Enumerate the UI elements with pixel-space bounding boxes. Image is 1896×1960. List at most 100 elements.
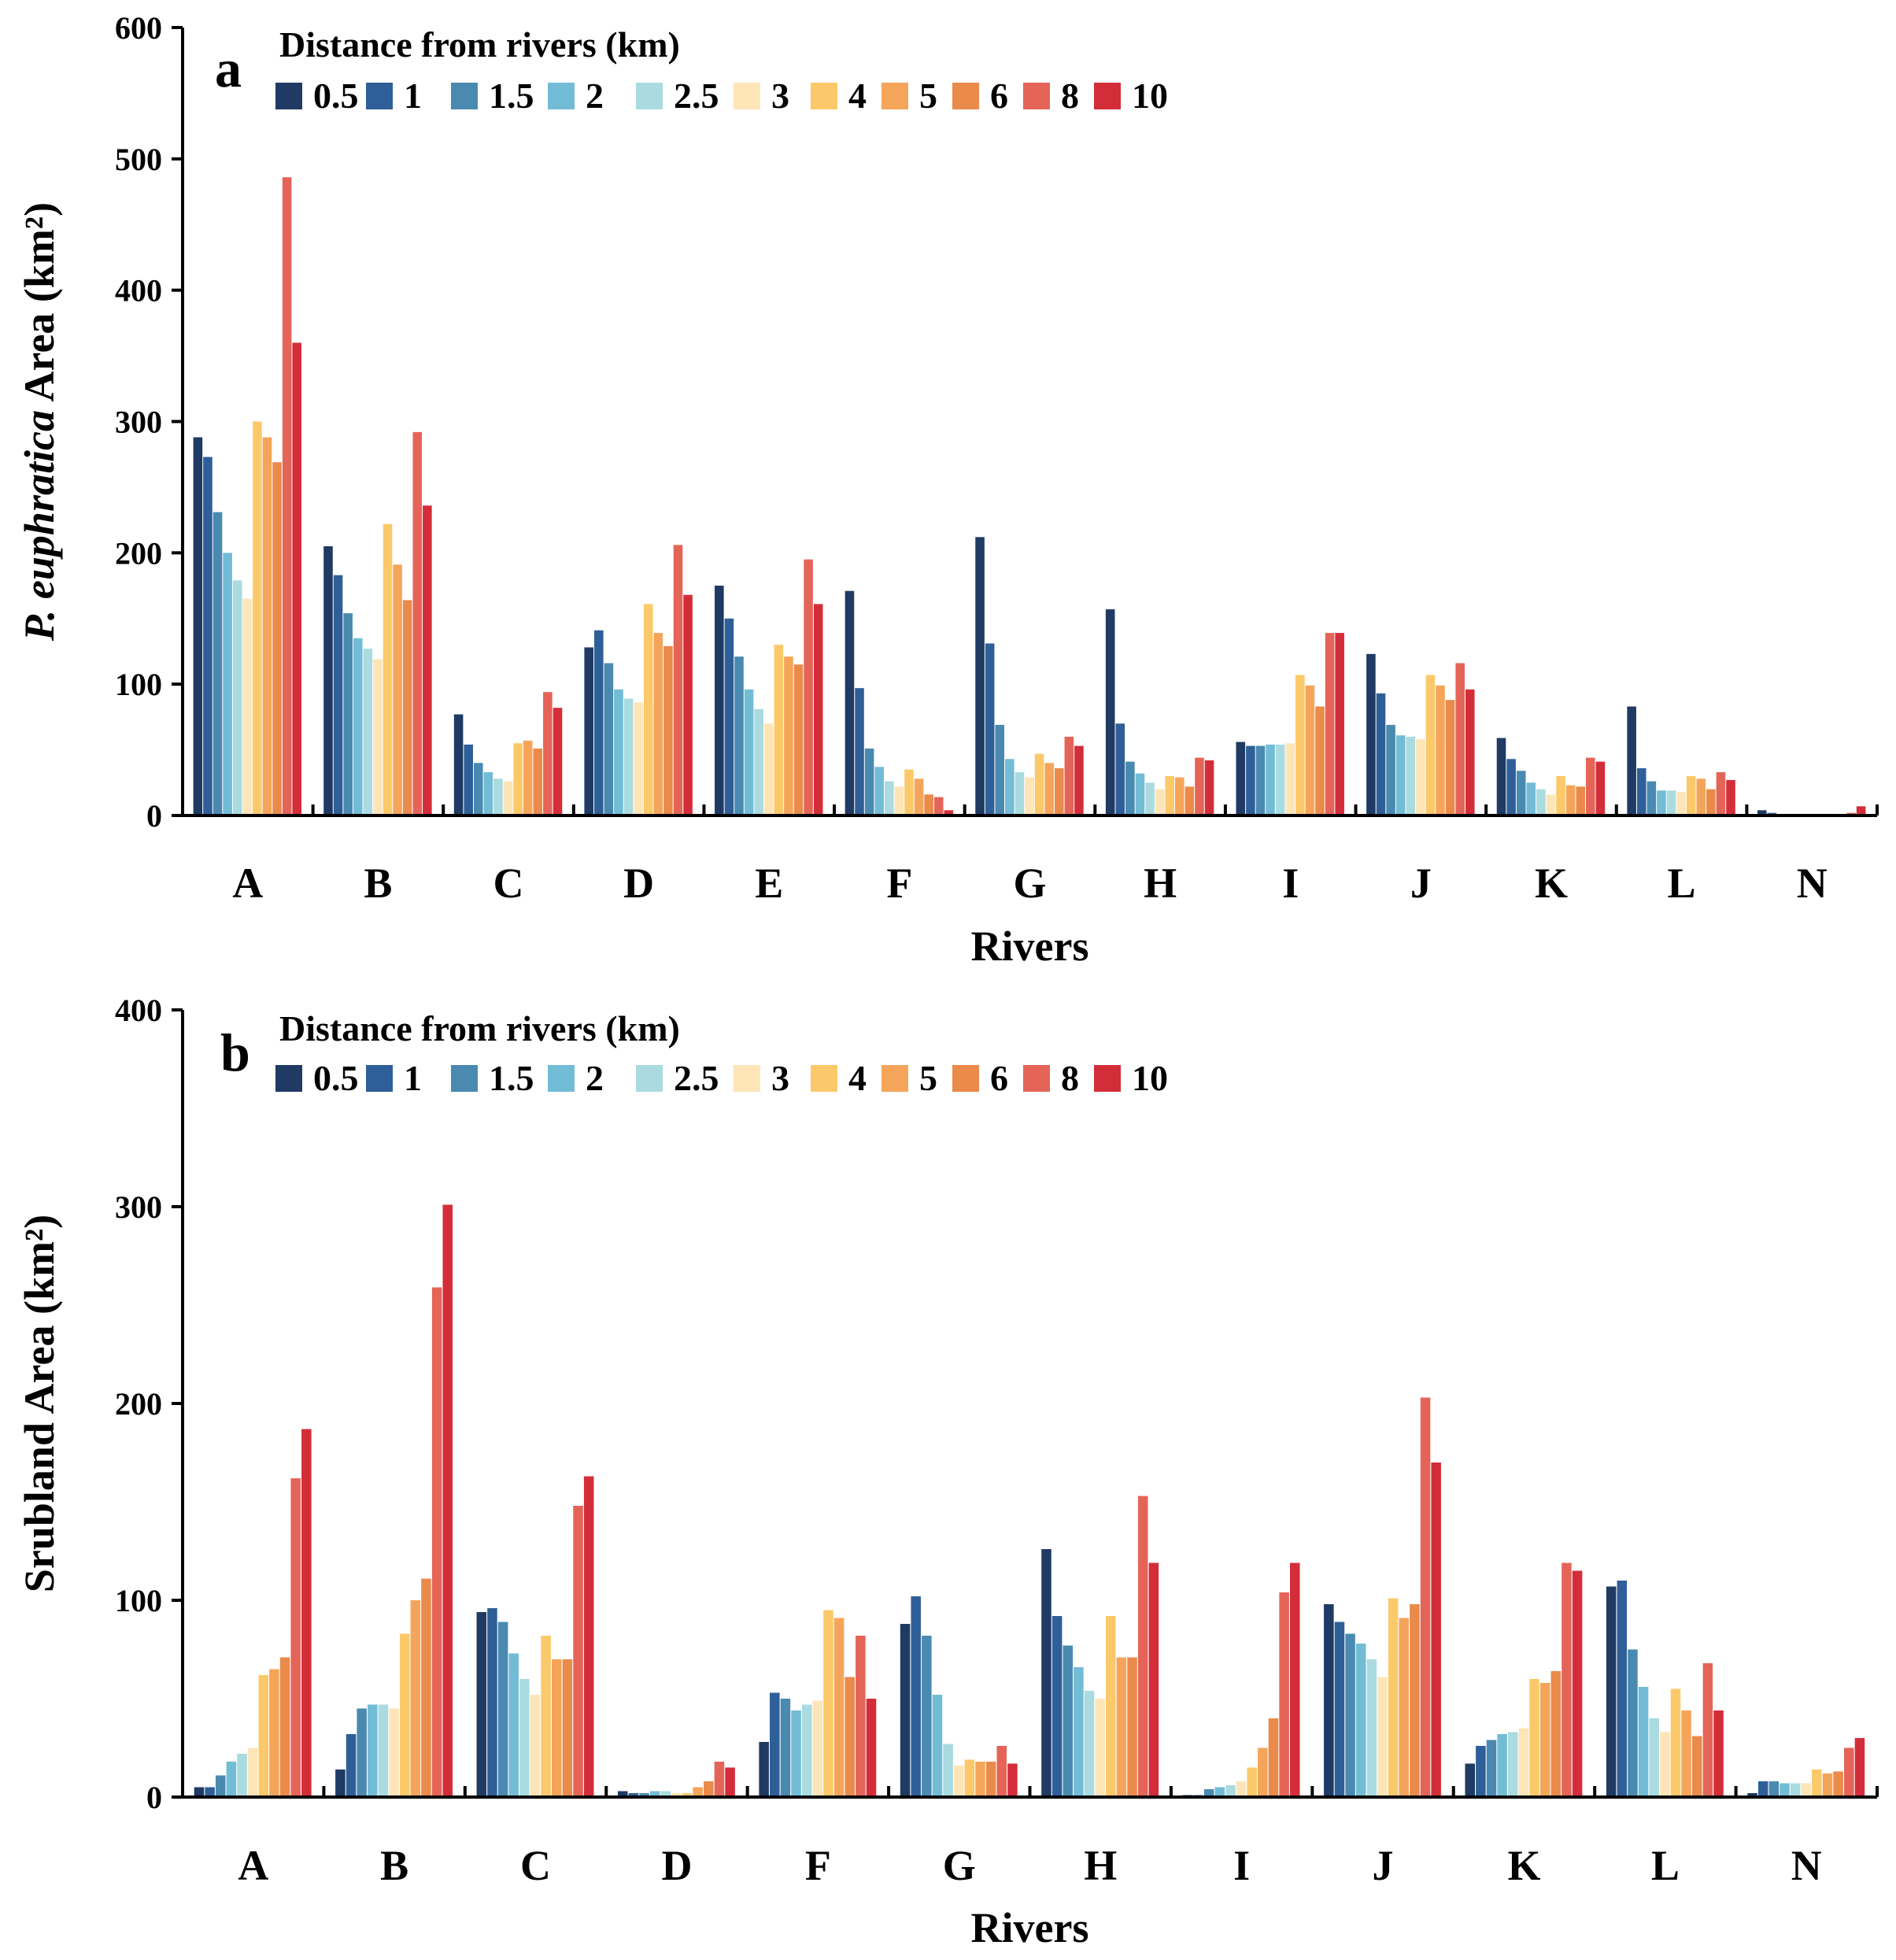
bar-a-C-5 xyxy=(523,740,533,815)
bar-b-B-0.5 xyxy=(335,1770,346,1797)
bar-a-E-3 xyxy=(763,723,774,815)
chart-panel-b: 0 100 200 300 400 A B C D F G H I J K L N Rivers Srubland … xyxy=(16,993,1879,1951)
bar-a-L-2 xyxy=(1657,790,1666,815)
bar-a-E-2 xyxy=(744,689,754,815)
bar-b-C-6 xyxy=(562,1659,573,1797)
bar-b-A-4 xyxy=(258,1675,269,1797)
bar-b-F-4 xyxy=(823,1610,833,1797)
bar-a-D-0.5 xyxy=(584,647,594,815)
bar-a-B-0.5 xyxy=(323,545,333,815)
bar-a-B-4 xyxy=(383,523,393,815)
bar-b-J-1.5 xyxy=(1345,1633,1355,1797)
panel-label: a xyxy=(215,39,242,98)
bar-a-L-8 xyxy=(1716,771,1726,815)
legend-label-3: 3 xyxy=(771,76,789,116)
bar-b-F-2 xyxy=(791,1710,801,1797)
bar-b-L-5 xyxy=(1681,1710,1691,1797)
bar-b-I-2 xyxy=(1214,1787,1225,1797)
bar-a-I-2.5 xyxy=(1275,744,1285,815)
bar-b-D-4 xyxy=(682,1793,693,1797)
bar-b-D-1.5 xyxy=(639,1793,649,1797)
x-tick-label-C: C xyxy=(493,860,524,907)
legend-swatch-1 xyxy=(366,83,393,109)
bar-a-F-5 xyxy=(914,778,924,815)
bar-b-N-2 xyxy=(1780,1783,1790,1797)
bar-a-E-4 xyxy=(774,645,784,815)
bar-b-B-5 xyxy=(410,1600,421,1797)
bar-b-F-5 xyxy=(833,1618,845,1797)
bar-b-I-5 xyxy=(1258,1747,1268,1797)
bar-a-L-3 xyxy=(1676,791,1686,815)
bar-b-J-2.5 xyxy=(1366,1659,1377,1797)
bar-a-A-1 xyxy=(203,457,213,815)
bar-a-G-6 xyxy=(1054,767,1064,815)
bar-a-L-1 xyxy=(1636,767,1647,815)
x-tick-label-G: G xyxy=(1013,860,1046,907)
x-tick-label-B: B xyxy=(364,860,392,907)
bar-b-D-5 xyxy=(693,1787,703,1797)
bar-a-I-4 xyxy=(1295,675,1305,815)
bar-a-H-2.5 xyxy=(1145,782,1155,815)
bar-b-D-2 xyxy=(649,1791,660,1797)
bar-b-B-10 xyxy=(442,1204,453,1797)
legend-swatch-2.5 xyxy=(636,83,663,109)
bar-a-A-2 xyxy=(223,553,232,815)
y-axis-label: P. euphratica Area (km²) xyxy=(16,202,63,642)
bar-b-K-6 xyxy=(1550,1671,1562,1797)
bar-a-D-2.5 xyxy=(623,698,634,815)
y-tick-label: 200 xyxy=(115,535,162,571)
bar-b-I-4 xyxy=(1247,1767,1257,1797)
legend-label-5: 5 xyxy=(919,1058,937,1098)
legend-swatch-0.5 xyxy=(275,83,302,109)
y-tick-label: 100 xyxy=(115,667,162,702)
legend-label-3: 3 xyxy=(771,1058,789,1098)
legend-label-0.5: 0.5 xyxy=(313,76,359,116)
y-tick-label: 200 xyxy=(115,1386,162,1422)
legend-label-8: 8 xyxy=(1061,1058,1079,1098)
bar-b-C-1 xyxy=(487,1608,497,1797)
x-tick-label-L: L xyxy=(1668,860,1696,907)
bar-a-L-1.5 xyxy=(1647,781,1657,815)
bar-a-K-1 xyxy=(1506,759,1516,815)
bar-b-A-3 xyxy=(247,1747,258,1797)
bar-b-B-4 xyxy=(399,1633,410,1797)
bar-b-D-0.5 xyxy=(617,1791,628,1797)
bar-a-J-2.5 xyxy=(1406,736,1416,815)
bar-a-D-6 xyxy=(663,645,673,815)
bar-b-H-10 xyxy=(1148,1562,1159,1797)
bar-b-J-6 xyxy=(1410,1604,1420,1797)
bar-a-J-1.5 xyxy=(1386,724,1395,815)
bar-a-D-3 xyxy=(634,702,643,815)
bar-a-L-6 xyxy=(1706,789,1716,815)
legend-label-8: 8 xyxy=(1061,76,1079,116)
bar-b-L-3 xyxy=(1660,1732,1670,1797)
bar-a-K-5 xyxy=(1565,785,1576,815)
bar-a-G-1.5 xyxy=(995,724,1005,815)
bar-a-C-3 xyxy=(503,781,513,815)
y-tick-label: 300 xyxy=(115,405,162,440)
bar-a-F-1.5 xyxy=(864,748,874,815)
legend: Distance from rivers (km) 0.5 1 1.5 2 2.5 3 4 5 6… xyxy=(275,24,1168,116)
bar-a-H-1.5 xyxy=(1125,761,1135,815)
bar-a-H-2 xyxy=(1135,773,1145,815)
bar-a-E-0.5 xyxy=(715,586,724,815)
bar-a-F-1 xyxy=(855,688,864,815)
bar-a-C-4 xyxy=(513,743,523,815)
bar-a-G-2.5 xyxy=(1015,771,1025,815)
bar-a-C-1.5 xyxy=(473,763,483,815)
chart-panel-a: 0 100 200 300 400 500 600 A B C D E F G H I J K L N Rivers P.… xyxy=(16,10,1879,970)
legend-swatch-1.5 xyxy=(451,83,478,109)
bar-b-K-5 xyxy=(1539,1683,1550,1797)
bar-a-E-1.5 xyxy=(734,656,744,815)
bar-a-F-3 xyxy=(894,786,904,815)
bar-a-G-8 xyxy=(1064,736,1074,815)
bar-b-J-2 xyxy=(1355,1644,1366,1797)
x-tick-label-A: A xyxy=(232,860,263,907)
bar-a-G-10 xyxy=(1074,745,1084,815)
bar-b-F-8 xyxy=(856,1636,866,1797)
bar-b-I-3 xyxy=(1236,1781,1247,1797)
y-tick-label: 500 xyxy=(115,142,162,177)
y-tick-label: 600 xyxy=(115,10,162,46)
legend-swatch-6 xyxy=(952,1065,979,1092)
bar-b-A-5 xyxy=(269,1669,279,1797)
